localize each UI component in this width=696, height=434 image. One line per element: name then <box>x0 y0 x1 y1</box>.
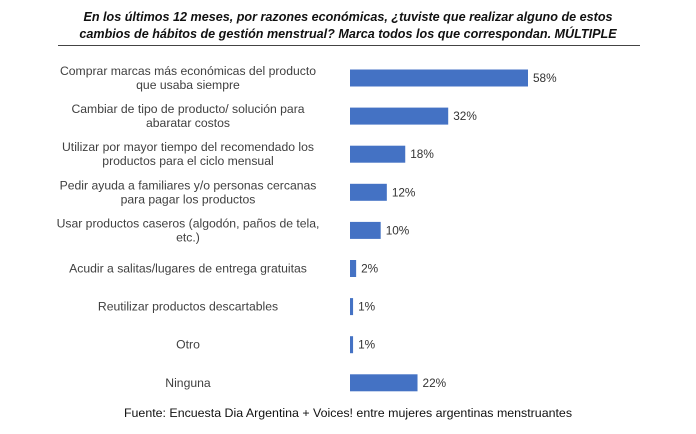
category-label-line: Comprar marcas más económicas del produc… <box>60 64 316 78</box>
bar-row: Otro 1% <box>176 336 376 354</box>
category-label: Utilizar por mayor tiempo del recomendad… <box>62 140 314 168</box>
category-label: Cambiar de tipo de producto/ solución pa… <box>71 102 304 130</box>
chart-title: En los últimos 12 meses, por razones eco… <box>0 9 696 43</box>
category-label-line: productos para el ciclo mensual <box>102 154 273 168</box>
category-label-line: Ninguna <box>165 376 211 390</box>
value-label: 1% <box>358 338 376 352</box>
bar-row: Utilizar por mayor tiempo del recomendad… <box>62 140 434 168</box>
category-label: Reutilizar productos descartables <box>98 300 278 314</box>
bar <box>350 145 406 163</box>
source-note: Fuente: Encuesta Dia Argentina + Voices!… <box>123 406 573 420</box>
category-label-line: abaratar costos <box>146 116 230 130</box>
bar <box>350 374 418 392</box>
category-label: Usar productos caseros (algodón, paños d… <box>57 216 320 244</box>
bar-chart: Comprar marcas más económicas del produc… <box>57 64 557 392</box>
value-label: 2% <box>361 262 379 276</box>
chart-title-line-2: cambios de hábitos de gestión menstrual?… <box>79 27 617 41</box>
category-label-line: que usaba siempre <box>136 78 240 92</box>
category-label: Otro <box>176 338 200 352</box>
category-label-line: Pedir ayuda a familiares y/o personas ce… <box>60 178 317 192</box>
bar <box>350 221 381 239</box>
bar-row: Reutilizar productos descartables 1% <box>98 298 376 316</box>
title-underline <box>58 45 640 46</box>
bar-row: Ninguna 22% <box>165 374 447 392</box>
value-label: 1% <box>358 300 376 314</box>
chart-title-line-1: En los últimos 12 meses, por razones eco… <box>83 10 613 24</box>
value-label: 32% <box>453 109 477 123</box>
bar-row: Comprar marcas más económicas del produc… <box>60 64 557 92</box>
bar <box>350 183 387 201</box>
value-label: 10% <box>386 223 410 237</box>
bar-row: Pedir ayuda a familiares y/o personas ce… <box>60 178 416 206</box>
category-label-line: Acudir a salitas/lugares de entrega grat… <box>69 262 307 276</box>
category-label-line: Utilizar por mayor tiempo del recomendad… <box>62 140 314 154</box>
value-label: 12% <box>392 185 416 199</box>
category-label-line: Cambiar de tipo de producto/ solución pa… <box>71 102 304 116</box>
category-label: Comprar marcas más económicas del produc… <box>60 64 316 92</box>
category-label-line: etc.) <box>176 230 200 244</box>
category-label-line: para pagar los productos <box>121 192 256 206</box>
bar <box>350 260 357 277</box>
bar <box>350 336 354 354</box>
category-label: Pedir ayuda a familiares y/o personas ce… <box>60 178 317 206</box>
value-label: 58% <box>533 71 557 85</box>
bar-row: Cambiar de tipo de producto/ solución pa… <box>71 102 477 130</box>
bar-row: Usar productos caseros (algodón, paños d… <box>57 216 410 244</box>
bar-row: Acudir a salitas/lugares de entrega grat… <box>69 260 379 277</box>
bar <box>350 69 528 87</box>
value-label: 22% <box>423 376 447 390</box>
category-label-line: Reutilizar productos descartables <box>98 300 278 314</box>
category-label: Ninguna <box>165 376 211 390</box>
bar <box>350 298 354 316</box>
category-label-line: Usar productos caseros (algodón, paños d… <box>57 216 320 230</box>
category-label-line: Otro <box>176 338 200 352</box>
bar <box>350 107 449 125</box>
category-label: Acudir a salitas/lugares de entrega grat… <box>69 262 307 276</box>
value-label: 18% <box>410 147 434 161</box>
